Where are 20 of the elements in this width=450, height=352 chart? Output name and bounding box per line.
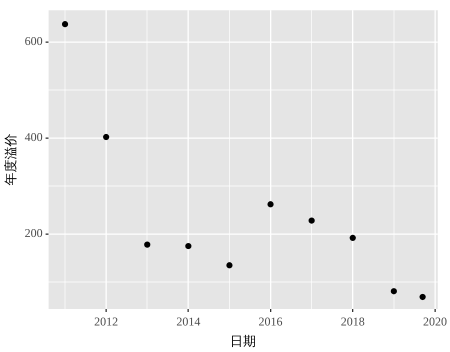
point [350,234,356,242]
point [144,242,150,248]
point [308,218,315,224]
y-axis-title: 年度溢价 [3,134,18,186]
x-axis-title: 日期 [230,334,256,349]
point [62,21,68,28]
point [185,242,192,250]
y-tick-label: 600 [24,34,43,48]
point [390,288,397,294]
x-tick-label: 2020 [422,314,447,328]
x-tick-label: 2012 [94,314,118,328]
point [267,201,274,208]
y-tick-label: 200 [24,226,43,240]
x-tick-label: 2016 [258,314,283,328]
x-tick-label: 2018 [340,314,365,328]
y-tick-label: 400 [24,130,43,144]
point [420,294,426,300]
x-tick-label: 2014 [176,314,200,328]
point [226,262,233,268]
point [103,134,110,140]
